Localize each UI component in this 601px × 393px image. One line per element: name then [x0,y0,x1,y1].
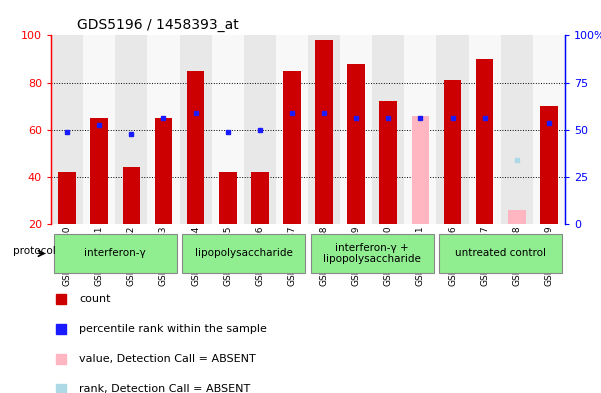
Bar [340,35,372,224]
Bar [90,118,108,224]
Bar [379,101,397,224]
FancyBboxPatch shape [311,234,434,273]
FancyBboxPatch shape [53,234,177,273]
Text: interferon-γ: interferon-γ [85,248,146,259]
Text: count: count [79,294,111,305]
Bar [412,116,429,224]
Text: lipopolysaccharide: lipopolysaccharide [195,248,293,259]
Bar [469,35,501,224]
Bar [372,35,404,224]
Bar [347,64,365,224]
Bar [180,35,212,224]
Bar [444,80,462,224]
Bar [83,35,115,224]
Text: percentile rank within the sample: percentile rank within the sample [79,324,267,334]
Text: value, Detection Call = ABSENT: value, Detection Call = ABSENT [79,354,256,364]
Bar [533,35,565,224]
Bar [316,40,333,224]
FancyBboxPatch shape [182,234,305,273]
Bar [51,35,83,224]
Bar [308,35,340,224]
Text: interferon-γ +
lipopolysaccharide: interferon-γ + lipopolysaccharide [323,243,421,264]
Bar [501,35,533,224]
Bar [276,35,308,224]
Bar [476,59,493,224]
Bar [404,35,436,224]
FancyBboxPatch shape [439,234,563,273]
Bar [154,118,172,224]
Bar [436,35,469,224]
Bar [251,172,269,224]
Bar [147,35,180,224]
Bar [187,71,204,224]
Bar [244,35,276,224]
Bar [219,172,237,224]
Bar [115,35,147,224]
Bar [123,167,140,224]
Bar [212,35,244,224]
Text: rank, Detection Call = ABSENT: rank, Detection Call = ABSENT [79,384,251,393]
Bar [508,210,526,224]
Bar [540,106,558,224]
Text: untreated control: untreated control [455,248,546,259]
Bar [58,172,76,224]
Text: protocol: protocol [13,246,55,256]
Text: GDS5196 / 1458393_at: GDS5196 / 1458393_at [77,18,239,31]
Bar [283,71,300,224]
